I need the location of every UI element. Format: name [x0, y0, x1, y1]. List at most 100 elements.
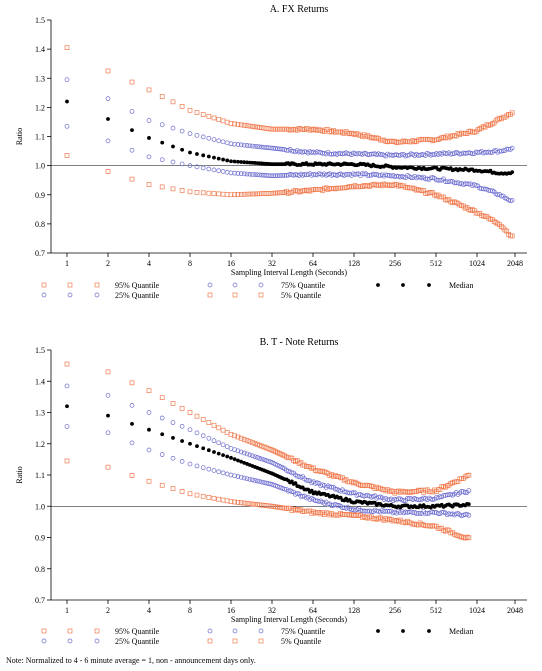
x-tick-label: 4: [147, 259, 151, 268]
data-point: [510, 170, 515, 175]
data-point: [509, 145, 515, 151]
legend-marker: [232, 282, 238, 288]
data-point: [170, 420, 176, 425]
data-point: [206, 435, 212, 441]
data-point: [220, 442, 226, 448]
y-tick-label: 1.1: [35, 471, 45, 480]
data-point: [195, 152, 199, 156]
data-point: [220, 139, 226, 145]
data-point: [221, 453, 226, 458]
data-point: [443, 179, 448, 184]
data-point: [170, 401, 176, 406]
series-q95: [64, 45, 515, 145]
data-point: [241, 142, 247, 148]
legend-label: 95% Quantile: [115, 281, 160, 290]
data-point: [216, 191, 222, 197]
data-point: [187, 107, 193, 113]
data-point: [200, 417, 206, 422]
data-point: [105, 369, 111, 375]
data-point: [327, 484, 333, 490]
data-point: [498, 193, 504, 199]
data-point: [257, 479, 263, 484]
data-point: [368, 151, 374, 157]
data-point: [194, 492, 200, 498]
data-point: [309, 488, 314, 493]
data-point: [146, 388, 152, 393]
data-point: [105, 138, 111, 144]
data-point: [247, 171, 253, 177]
data-point: [232, 499, 237, 505]
data-point: [201, 446, 206, 451]
data-point: [64, 77, 70, 83]
data-point: [247, 123, 253, 129]
data-point: [216, 156, 221, 161]
data-point: [159, 482, 165, 488]
data-point: [238, 192, 244, 197]
legend-marker: [376, 629, 380, 633]
data-point: [179, 405, 185, 411]
x-tick-label: 2048: [507, 606, 523, 615]
legend-marker: [67, 638, 73, 644]
data-point: [238, 122, 244, 128]
data-point: [247, 439, 253, 444]
data-point: [361, 508, 367, 514]
data-point: [228, 192, 234, 198]
data-point: [235, 142, 241, 147]
data-point: [423, 176, 428, 182]
legend-marker: [207, 638, 213, 644]
data-point: [269, 145, 275, 151]
data-point: [129, 109, 135, 114]
data-point: [232, 121, 237, 127]
chart-panel-b: B. T - Note Returns 0.7 0.8 0.9 1.0 1.1 1.2 1.3…: [15, 337, 527, 646]
data-point: [235, 171, 241, 176]
data-point: [211, 438, 217, 444]
data-point: [250, 477, 255, 483]
data-point: [159, 122, 165, 128]
legend-marker: [401, 629, 405, 633]
y-tick-label: 0.7: [35, 249, 45, 258]
y-tick-label: 1.0: [35, 162, 45, 171]
data-point: [105, 169, 111, 174]
data-point: [368, 509, 374, 515]
data-point: [194, 132, 200, 138]
legend-marker: [427, 283, 431, 287]
data-point: [238, 435, 244, 441]
data-point: [247, 191, 253, 197]
data-point: [303, 477, 309, 483]
data-point: [159, 452, 165, 457]
legend-marker: [401, 283, 405, 287]
y-axis-label: Ratio: [15, 466, 24, 483]
data-point: [252, 191, 258, 197]
data-point: [200, 433, 206, 439]
data-point: [224, 192, 230, 197]
x-tick-label: 512: [430, 606, 442, 615]
data-point: [238, 449, 244, 455]
data-point: [187, 410, 193, 415]
data-point: [194, 430, 200, 436]
legend-marker: [94, 292, 100, 298]
data-point: [352, 151, 358, 156]
data-point: [232, 141, 237, 147]
legend-marker: [427, 629, 431, 633]
y-tick-label: 1.1: [35, 133, 45, 142]
data-point: [179, 188, 185, 193]
data-point: [146, 447, 152, 453]
data-point: [206, 466, 212, 472]
data-point: [105, 430, 111, 436]
data-point: [238, 171, 244, 176]
data-point: [170, 125, 176, 131]
data-point: [401, 498, 407, 504]
data-point: [159, 395, 165, 401]
data-point: [403, 509, 408, 515]
data-point: [435, 177, 441, 183]
legend-label: Median: [449, 281, 473, 290]
data-point: [305, 478, 311, 483]
y-tick-label: 1.3: [35, 409, 45, 418]
data-point: [171, 436, 175, 440]
data-point: [473, 183, 479, 188]
data-point: [244, 123, 250, 129]
data-point: [302, 172, 307, 177]
x-tick-label: 256: [389, 259, 401, 268]
data-point: [399, 151, 405, 157]
